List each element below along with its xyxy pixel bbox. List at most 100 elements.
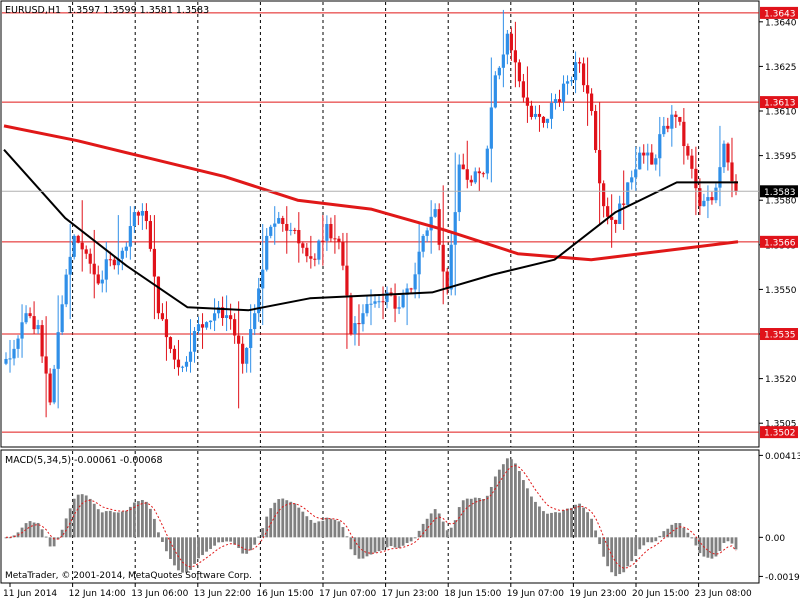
candle-body <box>485 148 489 174</box>
macd-bar <box>385 537 389 548</box>
macd-bar <box>333 519 337 538</box>
macd-bar <box>614 537 618 577</box>
level-label-box <box>760 6 798 19</box>
candle-body <box>690 155 694 169</box>
macd-bar <box>473 497 477 538</box>
candle-body <box>461 164 465 170</box>
macd-bar <box>554 512 557 538</box>
macd-bar <box>40 529 44 538</box>
candle-body <box>606 206 610 217</box>
candle-body <box>36 325 40 330</box>
moving-average-slow <box>3 124 739 262</box>
macd-bar <box>501 464 505 538</box>
candle-body <box>160 313 165 320</box>
candle-body <box>602 183 606 207</box>
macd-bar <box>674 523 678 538</box>
candle-body <box>545 118 550 123</box>
candle-body <box>325 224 329 241</box>
candle-body <box>682 121 686 147</box>
candle-body <box>317 240 321 260</box>
time-label: 13 Jun 06:00 <box>131 589 188 599</box>
macd-bar <box>44 536 48 538</box>
candle-body <box>730 162 734 182</box>
candle-body <box>184 361 189 367</box>
candle-body <box>333 238 337 240</box>
macd-bar <box>401 537 405 546</box>
macd-bar <box>377 537 381 552</box>
candle-body <box>124 246 128 251</box>
macd-bar <box>369 537 373 555</box>
candle-body <box>525 97 530 106</box>
candle-body <box>104 259 108 280</box>
macd-bar <box>253 537 257 545</box>
macd-bar <box>734 537 738 550</box>
macd-bar <box>136 501 140 538</box>
candle-body <box>28 313 32 317</box>
candle-body <box>96 274 100 284</box>
macd-bar <box>173 537 176 566</box>
candle-body <box>477 171 481 174</box>
moving-average-fast <box>3 149 738 312</box>
candle-body <box>594 111 598 151</box>
candle-body <box>666 125 670 129</box>
macd-bar <box>88 498 92 538</box>
macd-bar <box>409 537 413 542</box>
macd-bar <box>357 537 361 559</box>
macd-bar <box>397 537 401 548</box>
macd-bar <box>157 532 160 538</box>
candle-body <box>445 271 449 290</box>
candle-body <box>429 216 433 231</box>
candle-body <box>88 253 92 264</box>
level-label: 1.3535 <box>764 331 796 341</box>
macd-bar <box>293 503 297 538</box>
macd-bar <box>52 537 56 547</box>
macd-bar <box>345 536 349 538</box>
level-label: 1.3566 <box>764 238 796 248</box>
candle-body <box>381 301 385 303</box>
candle-body <box>281 218 285 224</box>
macd-bar <box>602 537 606 557</box>
macd-bar <box>530 496 533 538</box>
macd-bar <box>421 523 425 538</box>
level-label-box <box>760 426 798 439</box>
candle-body <box>505 33 509 55</box>
candle-body <box>180 366 185 368</box>
macd-bar <box>558 512 561 538</box>
macd-bar <box>309 519 313 538</box>
candle-body <box>52 368 56 403</box>
macd-bar <box>630 537 634 562</box>
macd-bar <box>726 537 730 542</box>
macd-bar <box>297 507 301 538</box>
symbol-title: EURUSD,H1 1.3597 1.3599 1.3581 1.3583 <box>5 5 209 16</box>
macd-bar <box>265 516 269 538</box>
level-label-box <box>760 96 798 109</box>
price-tick-label: 1.3505 <box>765 420 797 430</box>
candle-body <box>397 307 401 309</box>
macd-bar <box>465 498 469 538</box>
macd-bar <box>277 499 281 538</box>
candle-body <box>309 256 313 259</box>
candle-body <box>385 292 389 303</box>
candle-body <box>598 150 602 184</box>
macd-bar <box>337 521 341 538</box>
candle-body <box>618 203 622 224</box>
macd-bar <box>229 537 233 542</box>
candle-body <box>589 93 594 112</box>
time-label: 18 Jun 15:00 <box>444 589 501 599</box>
candle-body <box>72 235 76 257</box>
time-label: 17 Jun 23:00 <box>382 589 439 599</box>
macd-bar <box>505 458 509 538</box>
macd-bar <box>233 537 237 545</box>
macd-bar <box>257 536 261 538</box>
macd-bar <box>285 500 289 538</box>
candle-body <box>654 158 658 165</box>
macd-panel-frame <box>0 449 760 584</box>
time-label: 12 Jun 14:00 <box>69 589 126 599</box>
macd-bar <box>165 537 168 552</box>
candle-body <box>481 173 485 175</box>
macd-bar <box>341 527 345 538</box>
candle-body <box>237 335 241 344</box>
candle-body <box>100 279 104 284</box>
candle-body <box>465 169 469 180</box>
